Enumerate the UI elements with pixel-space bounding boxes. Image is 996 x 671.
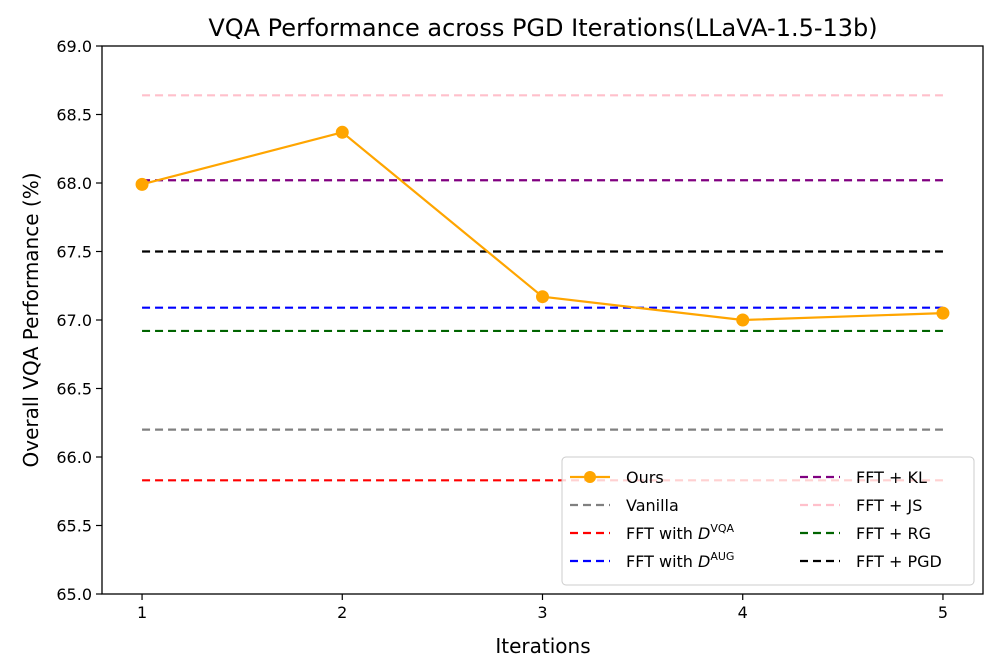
y-tick-label: 65.5 (56, 517, 92, 536)
legend-label-fft-pgd: FFT + PGD (856, 552, 942, 571)
legend-label-fft-kl: FFT + KL (856, 468, 927, 487)
x-tick-label: 3 (537, 603, 547, 622)
ticks-layer: 65.0 65.5 66.0 66.5 67.0 67.5 68.0 68.5 69.0 1 2 3 4… (56, 37, 948, 622)
legend-label-fft-with-d-aug: FFT with DAUG (626, 550, 734, 571)
x-tick-label: 5 (938, 603, 948, 622)
data-point-ours (736, 313, 750, 327)
x-tick-label: 2 (337, 603, 347, 622)
y-tick-label: 68.0 (56, 174, 92, 193)
legend-label-fft-js: FFT + JS (856, 496, 922, 515)
y-tick-label: 67.5 (56, 243, 92, 262)
y-axis-label: Overall VQA Performance (%) (19, 173, 43, 468)
y-tick-label: 65.0 (56, 585, 92, 604)
y-tick-label: 66.0 (56, 448, 92, 467)
y-tick-label: 66.5 (56, 380, 92, 399)
legend-label-fft-with-d-vqa: FFT with DVQA (626, 522, 735, 543)
data-point-ours (536, 290, 549, 304)
legend-label-vanilla: Vanilla (626, 496, 679, 515)
y-tick-label: 67.0 (56, 311, 92, 330)
x-axis-label: Iterations (495, 634, 590, 658)
legend-box (561, 456, 975, 586)
plot-frame (101, 45, 984, 595)
data-point-ours (335, 125, 349, 139)
chart-title: VQA Performance across PGD Iterations(LL… (208, 14, 877, 42)
legend-label-fft-rg: FFT + RG (856, 524, 931, 543)
legend-label-ours: Ours (626, 468, 664, 487)
legend: Ours Vanilla FFT with DVQA FFT with DAUG FFT… (561, 456, 975, 586)
x-tick-label: 1 (137, 603, 147, 622)
data-point-ours (135, 177, 149, 191)
data-point-ours (936, 306, 950, 320)
x-tick-label: 4 (738, 603, 748, 622)
series-layer (135, 94, 950, 482)
legend-marker-ours (584, 471, 596, 483)
y-tick-label: 69.0 (56, 37, 92, 56)
y-tick-label: 68.5 (56, 106, 92, 125)
